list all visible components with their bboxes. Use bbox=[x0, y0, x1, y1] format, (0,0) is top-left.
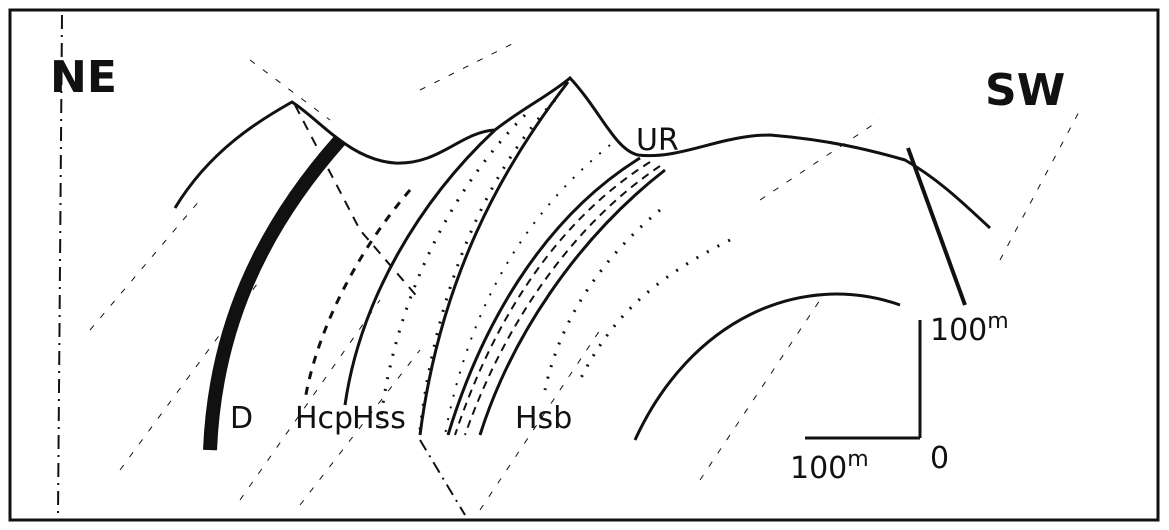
scale-unit: m bbox=[987, 309, 1008, 334]
scale-unit: m bbox=[847, 447, 868, 472]
scale-value: 100 bbox=[790, 451, 847, 486]
label-sw: SW bbox=[985, 65, 1065, 116]
label-d: D bbox=[230, 401, 253, 436]
label-hsb: Hsb bbox=[515, 401, 572, 436]
scale-value: 100 bbox=[930, 313, 987, 348]
origin-label: 0 bbox=[930, 441, 949, 476]
label-hss: Hss bbox=[352, 401, 406, 436]
label-ne: NE bbox=[50, 52, 117, 103]
cross-section: NE SW UR D Hcp Hss Hsb 100m 0 100m bbox=[0, 0, 1169, 530]
label-hcp: Hcp bbox=[295, 401, 353, 436]
label-ur: UR bbox=[636, 123, 679, 158]
